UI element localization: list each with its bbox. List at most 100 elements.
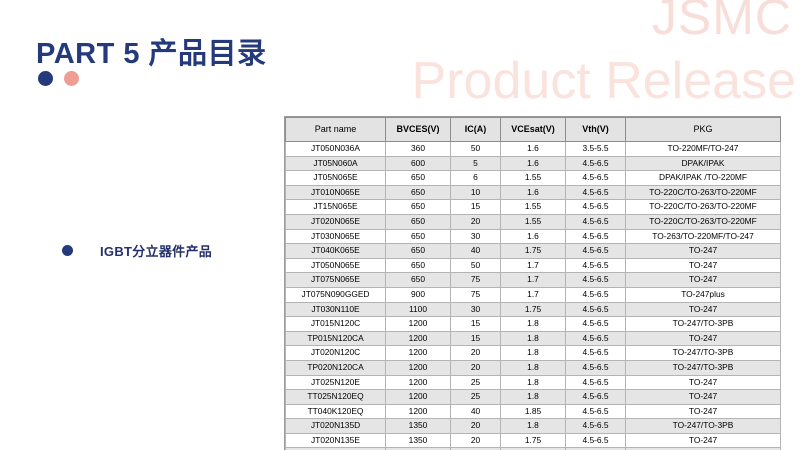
cell-vth: 4.5-6.5 xyxy=(565,155,626,172)
cell-vcesat: 1.75 xyxy=(500,301,566,318)
cell-ic: 40 xyxy=(450,403,501,420)
table-row: JT020N135E 1350 20 1.75 4.5-6.5 TO-247 xyxy=(285,432,781,449)
watermark-brand: JSMC xyxy=(651,0,792,45)
table-row: JT050N065E 650 50 1.7 4.5-6.5 TO-247 xyxy=(285,257,781,274)
table-row: JT075N090GGED 900 75 1.7 4.5-6.5 TO-247plus xyxy=(285,286,781,303)
cell-pkg: TO-247/TO-3PB xyxy=(625,316,781,332)
cell-vth: 4.5-6.5 xyxy=(565,286,626,303)
bullet-point-icon xyxy=(62,245,73,256)
table-header-row: Part name BVCES(V) IC(A) VCEsat(V) Vth(V… xyxy=(285,117,781,142)
cell-bvces: 650 xyxy=(385,213,451,230)
cell-part-name: JT020N135D xyxy=(285,418,386,434)
cell-part-name: JT040K065E xyxy=(285,243,386,259)
cell-vcesat: 1.8 xyxy=(500,330,566,347)
cell-vcesat: 1.8 xyxy=(500,316,566,332)
cell-part-name: JT030N110E xyxy=(285,301,386,318)
cell-bvces: 900 xyxy=(385,286,451,303)
cell-ic: 75 xyxy=(450,272,501,288)
cell-ic: 50 xyxy=(450,257,501,274)
cell-vcesat: 1.6 xyxy=(500,228,566,245)
cell-bvces: 600 xyxy=(385,155,451,172)
table-row: JT015N120C 1200 15 1.8 4.5-6.5 TO-247/TO-3PB xyxy=(285,316,781,332)
cell-pkg: TO-263/TO-220MF/TO-247 xyxy=(625,228,781,245)
cell-ic: 20 xyxy=(450,345,501,361)
cell-part-name: JT05N065E xyxy=(285,170,386,186)
cell-bvces: 1200 xyxy=(385,359,451,376)
cell-vcesat: 1.55 xyxy=(500,199,566,215)
cell-vth: 4.5-6.5 xyxy=(565,345,626,361)
cell-part-name: JT030N065E xyxy=(285,228,386,245)
cell-vth: 4.5-6.5 xyxy=(565,432,626,449)
cell-ic: 30 xyxy=(450,301,501,318)
cell-bvces: 1200 xyxy=(385,403,451,420)
cell-pkg: DPAK/IPAK xyxy=(625,155,781,172)
cell-bvces: 360 xyxy=(385,141,451,157)
cell-part-name: TT040K120EQ xyxy=(285,403,386,420)
cell-bvces: 1100 xyxy=(385,301,451,318)
cell-vcesat: 1.8 xyxy=(500,359,566,376)
decoration-dot-navy xyxy=(38,71,53,86)
cell-vth: 4.5-6.5 xyxy=(565,316,626,332)
table-row: JT020N120C 1200 20 1.8 4.5-6.5 TO-247/TO-3PB xyxy=(285,345,781,361)
cell-part-name: TP015N120CA xyxy=(285,330,386,347)
cell-vcesat: 1.7 xyxy=(500,286,566,303)
cell-vth: 4.5-6.5 xyxy=(565,199,626,215)
cell-bvces: 1200 xyxy=(385,389,451,405)
cell-vcesat: 1.8 xyxy=(500,345,566,361)
cell-part-name: JT050N036A xyxy=(285,141,386,157)
cell-part-name: JT020N135E xyxy=(285,432,386,449)
decoration-dot-salmon xyxy=(64,71,79,86)
cell-vcesat: 1.75 xyxy=(500,432,566,449)
cell-vth: 4.5-6.5 xyxy=(565,301,626,318)
cell-vcesat: 1.6 xyxy=(500,141,566,157)
cell-part-name: JT020N120C xyxy=(285,345,386,361)
cell-vth: 4.5-6.5 xyxy=(565,184,626,201)
table-row: JT040K065E 650 40 1.75 4.5-6.5 TO-247 xyxy=(285,243,781,259)
cell-part-name: TP020N120CA xyxy=(285,359,386,376)
cell-vth: 3.5-5.5 xyxy=(565,141,626,157)
cell-pkg: TO-247 xyxy=(625,374,781,391)
cell-vcesat: 1.8 xyxy=(500,389,566,405)
cell-vth: 4.5-6.5 xyxy=(565,213,626,230)
cell-bvces: 650 xyxy=(385,272,451,288)
cell-part-name: JT05N060A xyxy=(285,155,386,172)
product-catalog-table: Part name BVCES(V) IC(A) VCEsat(V) Vth(V… xyxy=(284,116,781,450)
cell-part-name: JT020N065E xyxy=(285,213,386,230)
table-row: JT05N060A 600 5 1.6 4.5-6.5 DPAK/IPAK xyxy=(285,155,781,172)
cell-vth: 4.5-6.5 xyxy=(565,403,626,420)
page-title: PART 5 产品目录 xyxy=(36,38,267,70)
table-row: TT040K120EQ 1200 40 1.85 4.5-6.5 TO-247 xyxy=(285,403,781,420)
cell-pkg: TO-247 xyxy=(625,403,781,420)
table-row: JT030N065E 650 30 1.6 4.5-6.5 TO-263/TO-220MF… xyxy=(285,228,781,245)
table-row: JT030N110E 1100 30 1.75 4.5-6.5 TO-247 xyxy=(285,301,781,318)
cell-pkg: TO-247 xyxy=(625,330,781,347)
cell-vth: 4.5-6.5 xyxy=(565,389,626,405)
cell-bvces: 650 xyxy=(385,228,451,245)
cell-part-name: JT15N065E xyxy=(285,199,386,215)
cell-vcesat: 1.55 xyxy=(500,213,566,230)
cell-vth: 4.5-6.5 xyxy=(565,330,626,347)
cell-vcesat: 1.85 xyxy=(500,403,566,420)
cell-ic: 20 xyxy=(450,432,501,449)
cell-part-name: JT025N120E xyxy=(285,374,386,391)
cell-bvces: 650 xyxy=(385,243,451,259)
cell-bvces: 650 xyxy=(385,170,451,186)
cell-vth: 4.5-6.5 xyxy=(565,418,626,434)
cell-bvces: 650 xyxy=(385,199,451,215)
cell-pkg: TO-247/TO-3PB xyxy=(625,345,781,361)
cell-ic: 20 xyxy=(450,213,501,230)
table-body: JT050N036A 360 50 1.6 3.5-5.5 TO-220MF/TO-247… xyxy=(285,141,781,450)
column-header-pkg: PKG xyxy=(625,117,781,142)
cell-vcesat: 1.6 xyxy=(500,155,566,172)
title-decoration-dots xyxy=(38,71,79,86)
cell-pkg: TO-247 xyxy=(625,243,781,259)
cell-ic: 15 xyxy=(450,199,501,215)
cell-ic: 25 xyxy=(450,389,501,405)
watermark-subtitle: Product Release xyxy=(411,52,796,110)
cell-ic: 10 xyxy=(450,184,501,201)
cell-ic: 20 xyxy=(450,359,501,376)
cell-vcesat: 1.8 xyxy=(500,418,566,434)
cell-part-name: JT010N065E xyxy=(285,184,386,201)
cell-vth: 4.5-6.5 xyxy=(565,257,626,274)
column-header-bvces: BVCES(V) xyxy=(385,117,451,142)
